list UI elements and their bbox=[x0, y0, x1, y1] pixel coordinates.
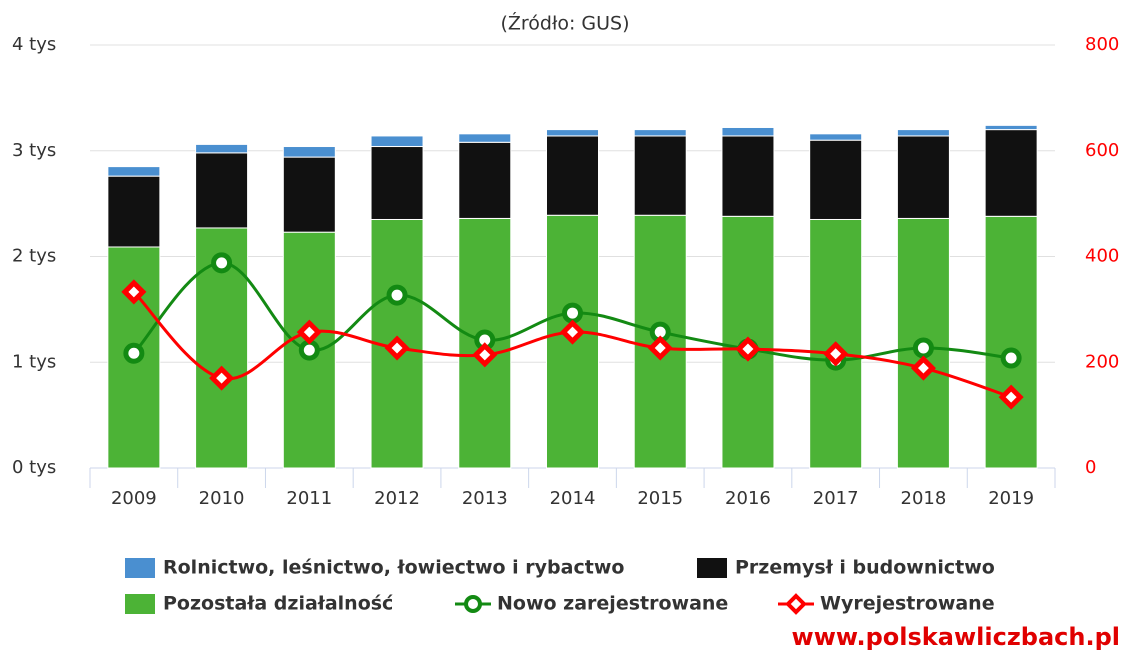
bar bbox=[107, 175, 161, 248]
y2-tick-label: 800 bbox=[1085, 34, 1119, 55]
bar bbox=[546, 129, 599, 137]
marker bbox=[296, 319, 322, 345]
marker bbox=[123, 342, 145, 364]
bar bbox=[633, 129, 687, 137]
bar bbox=[809, 139, 863, 220]
legend-swatch bbox=[697, 558, 727, 578]
marker bbox=[211, 252, 233, 274]
y2-tick-label: 0 bbox=[1085, 457, 1096, 478]
y-tick-label: 1 tys bbox=[12, 351, 56, 372]
marker bbox=[1000, 347, 1022, 369]
x-tick-label: 2018 bbox=[901, 488, 947, 509]
y-tick-label: 0 tys bbox=[12, 457, 56, 478]
x-tick-label: 2016 bbox=[725, 488, 771, 509]
x-tick-label: 2017 bbox=[813, 488, 859, 509]
bar bbox=[809, 133, 863, 141]
chart-title: (Źródło: GUS) bbox=[500, 12, 629, 35]
legend-swatch bbox=[125, 558, 155, 578]
legend-label: Pozostała działalność bbox=[163, 593, 393, 615]
bar bbox=[721, 126, 775, 137]
legend-marker bbox=[785, 593, 807, 615]
bar bbox=[984, 215, 1038, 469]
x-tick-label: 2014 bbox=[550, 488, 596, 509]
legend-label: Wyrejestrowane bbox=[820, 593, 995, 615]
legend-label: Rolnictwo, leśnictwo, łowiectwo i rybact… bbox=[163, 557, 624, 579]
x-tick-label: 2013 bbox=[462, 488, 508, 509]
x-tick-label: 2010 bbox=[199, 488, 245, 509]
legend-marker bbox=[464, 595, 482, 613]
marker bbox=[472, 342, 498, 368]
bar bbox=[984, 124, 1038, 131]
marker bbox=[209, 365, 235, 391]
bar bbox=[282, 156, 336, 233]
x-tick-label: 2015 bbox=[637, 488, 683, 509]
bar bbox=[984, 129, 1038, 217]
bar bbox=[546, 135, 599, 216]
bar bbox=[458, 133, 512, 143]
bar bbox=[721, 135, 775, 217]
marker bbox=[910, 355, 936, 381]
y-tick-label: 4 tys bbox=[12, 34, 56, 55]
x-tick-label: 2012 bbox=[374, 488, 420, 509]
bar bbox=[370, 135, 424, 148]
marker bbox=[121, 279, 147, 305]
x-tick-label: 2011 bbox=[286, 488, 332, 509]
bar bbox=[458, 141, 512, 219]
marker bbox=[386, 284, 408, 306]
bar bbox=[370, 146, 424, 220]
marker bbox=[559, 319, 586, 345]
marker bbox=[562, 302, 583, 324]
marker bbox=[735, 336, 761, 362]
marker bbox=[384, 335, 410, 361]
bar bbox=[896, 129, 950, 137]
y-tick-label: 3 tys bbox=[12, 140, 56, 161]
y2-tick-label: 200 bbox=[1085, 351, 1119, 372]
watermark: www.polskawliczbach.pl bbox=[792, 623, 1120, 651]
bar bbox=[195, 152, 249, 229]
marker bbox=[823, 341, 849, 367]
bar bbox=[896, 135, 950, 219]
bar bbox=[721, 215, 775, 469]
x-tick-label: 2019 bbox=[988, 488, 1034, 509]
marker bbox=[998, 384, 1024, 410]
y2-tick-label: 600 bbox=[1085, 140, 1119, 161]
bar bbox=[107, 166, 161, 177]
marker bbox=[647, 335, 673, 361]
y2-tick-label: 400 bbox=[1085, 246, 1119, 267]
legend-label: Przemysł i budownictwo bbox=[735, 557, 995, 579]
x-tick-label: 2009 bbox=[111, 488, 157, 509]
bar bbox=[633, 135, 687, 216]
legend-label: Nowo zarejestrowane bbox=[497, 593, 728, 615]
line bbox=[132, 261, 1012, 362]
y-tick-label: 2 tys bbox=[12, 246, 56, 267]
marker bbox=[912, 337, 934, 359]
legend-swatch bbox=[125, 594, 155, 614]
bar bbox=[195, 143, 249, 154]
bar bbox=[282, 146, 336, 158]
